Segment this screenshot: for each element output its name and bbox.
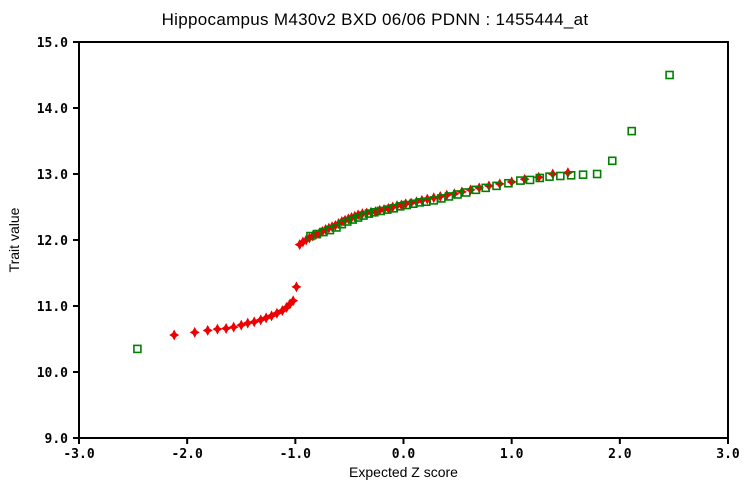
data-point-open-square xyxy=(566,171,576,180)
data-point-diamond xyxy=(221,322,232,334)
data-point-diamond xyxy=(456,186,467,198)
data-point-diamond xyxy=(400,198,411,210)
data-point-open-square xyxy=(342,217,352,226)
data-point-open-square xyxy=(364,209,374,218)
data-point-diamond xyxy=(255,314,266,326)
y-tick-label: 12.0 xyxy=(37,234,68,249)
data-point-open-square xyxy=(453,190,462,199)
data-point-diamond xyxy=(465,184,476,196)
plot-border xyxy=(78,41,729,439)
data-point-open-square xyxy=(353,213,363,222)
chart-title: Hippocampus M430v2 BXD 06/06 PDNN : 1455… xyxy=(161,10,589,29)
data-point-diamond xyxy=(249,316,260,328)
data-point-diamond xyxy=(228,321,239,333)
x-tick-label: -2.0 xyxy=(172,447,203,462)
data-point-diamond xyxy=(533,171,544,183)
data-point-open-square xyxy=(627,126,637,136)
data-point-open-square xyxy=(471,185,481,195)
data-point-diamond xyxy=(370,206,381,218)
data-point-diamond xyxy=(291,281,302,293)
data-point-open-square xyxy=(607,156,617,166)
data-point-open-square xyxy=(592,169,602,179)
y-tick-label: 13.0 xyxy=(37,168,68,183)
data-point-open-square xyxy=(556,171,565,181)
data-point-open-square xyxy=(545,172,554,181)
data-point-diamond xyxy=(281,301,292,313)
x-tick-label: -3.0 xyxy=(63,447,94,462)
data-point-diamond xyxy=(202,324,213,336)
data-point-diamond xyxy=(374,204,385,216)
data-point-open-square xyxy=(504,178,513,188)
x-tick-label: 0.0 xyxy=(392,447,416,462)
data-point-diamond xyxy=(288,295,299,307)
data-point-diamond xyxy=(189,326,200,338)
data-point-open-square xyxy=(337,219,347,229)
y-tick-label: 9.0 xyxy=(45,432,69,447)
data-point-diamond xyxy=(519,173,530,185)
data-point-diamond xyxy=(212,323,223,335)
data-point-open-square xyxy=(133,344,142,354)
data-point-diamond xyxy=(353,209,364,221)
data-point-diamond xyxy=(435,190,446,202)
data-point-diamond xyxy=(307,230,318,242)
data-point-diamond xyxy=(284,298,295,310)
data-point-diamond xyxy=(297,236,308,248)
data-point-diamond xyxy=(271,307,282,319)
data-point-diamond xyxy=(277,305,288,317)
y-tick-label: 10.0 xyxy=(37,366,68,381)
x-tick-label: 1.0 xyxy=(500,447,524,462)
data-point-diamond xyxy=(261,312,272,324)
data-point-diamond xyxy=(169,329,180,341)
data-point-open-square xyxy=(665,70,674,80)
data-point-diamond xyxy=(396,199,407,211)
data-point-diamond xyxy=(301,234,312,246)
data-point-diamond xyxy=(317,225,328,237)
data-point-diamond xyxy=(357,208,368,220)
data-point-diamond xyxy=(304,232,315,244)
data-point-open-square xyxy=(461,188,471,197)
data-point-open-square xyxy=(359,211,368,220)
data-point-diamond xyxy=(343,213,354,225)
data-point-diamond xyxy=(266,310,277,322)
data-point-diamond xyxy=(242,317,253,329)
data-point-diamond xyxy=(416,194,427,206)
data-point-open-square xyxy=(535,173,545,183)
data-point-diamond xyxy=(330,219,341,231)
data-point-diamond xyxy=(323,222,334,234)
data-point-diamond xyxy=(383,202,394,214)
data-point-diamond xyxy=(320,223,331,235)
data-point-diamond xyxy=(236,319,247,331)
data-point-diamond xyxy=(294,239,305,251)
x-tick-label: 3.0 xyxy=(716,447,740,462)
data-point-open-square xyxy=(348,215,357,224)
y-axis-label: Trait value xyxy=(6,207,22,272)
data-point-open-square xyxy=(525,175,535,185)
y-tick-label: 14.0 xyxy=(37,102,68,117)
data-point-open-square xyxy=(578,170,588,179)
data-point-open-square xyxy=(481,183,491,193)
data-point-open-square xyxy=(492,181,501,191)
data-point-diamond xyxy=(406,197,417,209)
data-point-diamond xyxy=(441,189,452,201)
data-point-diamond xyxy=(387,201,398,213)
data-point-diamond xyxy=(346,212,357,224)
data-point-diamond xyxy=(422,193,433,205)
data-point-open-square xyxy=(516,176,525,185)
data-point-open-square xyxy=(444,192,454,201)
data-point-diamond xyxy=(428,192,439,204)
y-tick-label: 11.0 xyxy=(37,300,68,315)
data-point-diamond xyxy=(336,216,347,228)
data-point-diamond xyxy=(310,229,321,241)
x-axis-label: Expected Z score xyxy=(349,464,458,480)
data-point-diamond xyxy=(314,227,325,239)
y-tick-label: 15.0 xyxy=(37,36,68,51)
x-tick-label: 2.0 xyxy=(608,447,632,462)
x-tick-label: -1.0 xyxy=(280,447,311,462)
